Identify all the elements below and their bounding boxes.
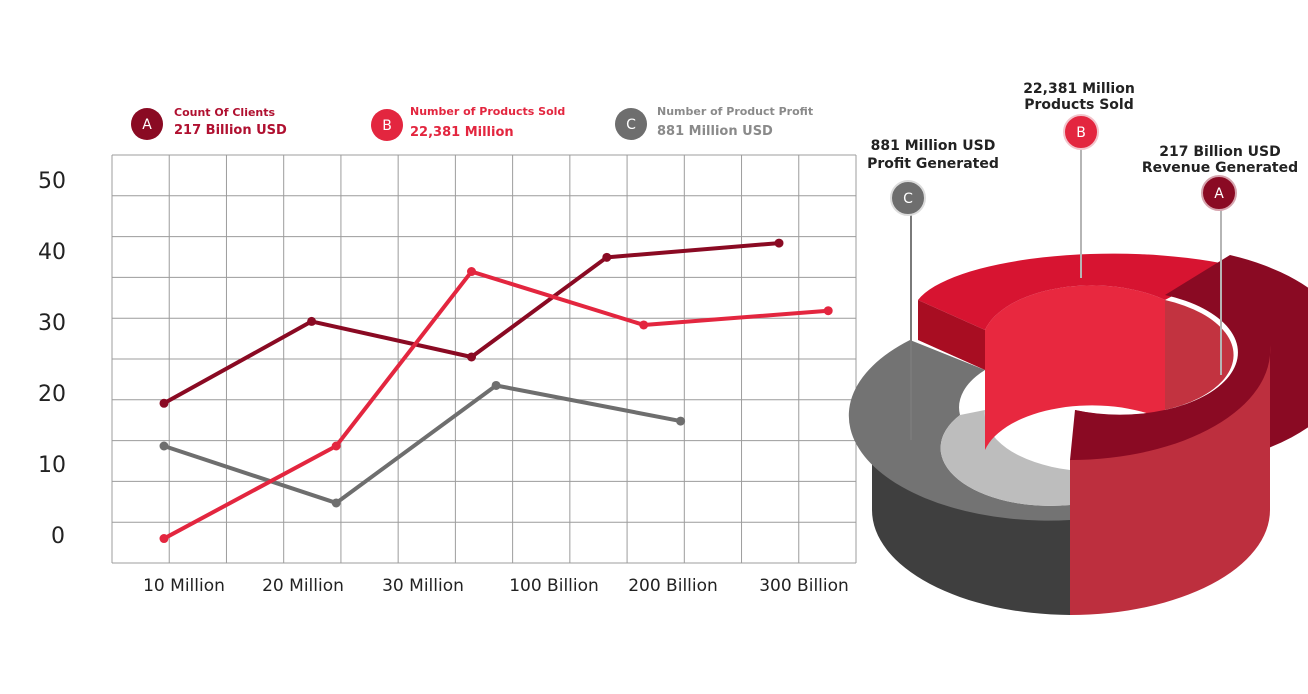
x-tick-label: 10 Million xyxy=(143,576,225,596)
y-tick-label: 10 xyxy=(38,453,66,478)
callout-label-line1: 217 Billion USD xyxy=(1159,144,1281,160)
y-axis-ticks: 50 40 30 20 10 0 xyxy=(38,169,66,549)
legend-badge-c xyxy=(615,108,647,140)
legend-item-c: C Number of Product Profit 881 Million U… xyxy=(615,105,813,140)
callout-badge-letter: A xyxy=(1214,186,1224,202)
callout-a: A 217 Billion USD Revenue Generated xyxy=(1142,144,1298,375)
legend-title: Count Of Clients xyxy=(174,106,276,119)
donut-slice-c-top xyxy=(848,340,1070,521)
callout-badge-c xyxy=(890,180,926,216)
callout-label-line1: 881 Million USD xyxy=(871,138,996,154)
callout-b: B 22,381 Million Products Sold xyxy=(1023,81,1135,278)
x-tick-label: 100 Billion xyxy=(509,576,599,596)
legend-value: 881 Million USD xyxy=(657,124,773,139)
data-point-b xyxy=(639,320,649,330)
data-point-c xyxy=(491,380,501,390)
data-point-c xyxy=(331,498,341,508)
legend-badge-b xyxy=(371,109,403,141)
callout-label-line1: 22,381 Million xyxy=(1023,81,1135,97)
legend-value: 22,381 Million xyxy=(410,125,514,140)
legend-badge-letter: C xyxy=(626,117,636,133)
data-point-c xyxy=(159,441,169,451)
legend: A Count Of Clients 217 Billion USD B Num… xyxy=(131,105,813,141)
donut-chart xyxy=(848,253,1308,615)
callout-badge-letter: B xyxy=(1076,125,1086,141)
data-point-b xyxy=(331,441,341,451)
legend-badge-letter: B xyxy=(382,118,392,134)
callout-label-line2: Products Sold xyxy=(1024,97,1134,113)
data-point-b xyxy=(467,267,476,277)
data-point-a xyxy=(602,252,612,262)
callout-badge-b xyxy=(1063,114,1099,150)
series-line-c xyxy=(163,383,681,505)
donut-slice-c-inner-wall xyxy=(940,410,1070,506)
x-tick-label: 30 Million xyxy=(382,576,464,596)
legend-item-b: B Number of Products Sold 22,381 Million xyxy=(371,105,565,141)
data-point-a xyxy=(467,352,476,362)
data-point-a xyxy=(774,238,784,248)
donut-slice-b-inner-wall xyxy=(985,285,1165,450)
y-tick-label: 20 xyxy=(38,382,66,407)
data-point-a xyxy=(159,398,169,408)
donut-slice-a-outer-side xyxy=(1070,345,1271,615)
x-axis-ticks: 10 Million 20 Million 30 Million 100 Bil… xyxy=(143,576,849,596)
legend-badge-a xyxy=(131,108,163,140)
donut-slice-c-outer-side xyxy=(872,415,1070,615)
legend-title: Number of Products Sold xyxy=(410,105,565,118)
legend-title: Number of Product Profit xyxy=(657,105,813,118)
x-tick-label: 20 Million xyxy=(262,576,344,596)
series-line-b xyxy=(163,269,829,541)
legend-item-a: A Count Of Clients 217 Billion USD xyxy=(131,106,287,140)
data-point-b xyxy=(823,306,833,316)
donut-callouts: C 881 Million USD Profit Generated B 22,… xyxy=(867,81,1298,440)
legend-value: 217 Billion USD xyxy=(174,123,287,138)
line-chart: 50 40 30 20 10 0 10 Million 20 Million 3… xyxy=(38,154,857,596)
callout-label-line2: Revenue Generated xyxy=(1142,160,1298,176)
y-tick-label: 30 xyxy=(38,311,66,336)
data-point-c xyxy=(676,416,686,426)
callout-c: C 881 Million USD Profit Generated xyxy=(867,138,999,440)
series-layer xyxy=(159,238,833,544)
legend-badge-letter: A xyxy=(142,117,152,133)
x-tick-label: 300 Billion xyxy=(759,576,849,596)
data-point-b xyxy=(159,534,169,544)
chart-grid xyxy=(111,154,857,564)
x-tick-label: 200 Billion xyxy=(628,576,718,596)
y-tick-label: 40 xyxy=(38,240,66,265)
callout-badge-letter: C xyxy=(903,191,913,207)
donut-slice-b-top xyxy=(918,253,1230,330)
callout-badge-a xyxy=(1201,175,1237,211)
donut-slice-b-end-face xyxy=(918,300,985,370)
callout-label-line2: Profit Generated xyxy=(867,156,999,172)
y-tick-label: 50 xyxy=(38,169,66,194)
data-point-a xyxy=(307,316,317,326)
y-tick-label: 0 xyxy=(51,524,65,549)
